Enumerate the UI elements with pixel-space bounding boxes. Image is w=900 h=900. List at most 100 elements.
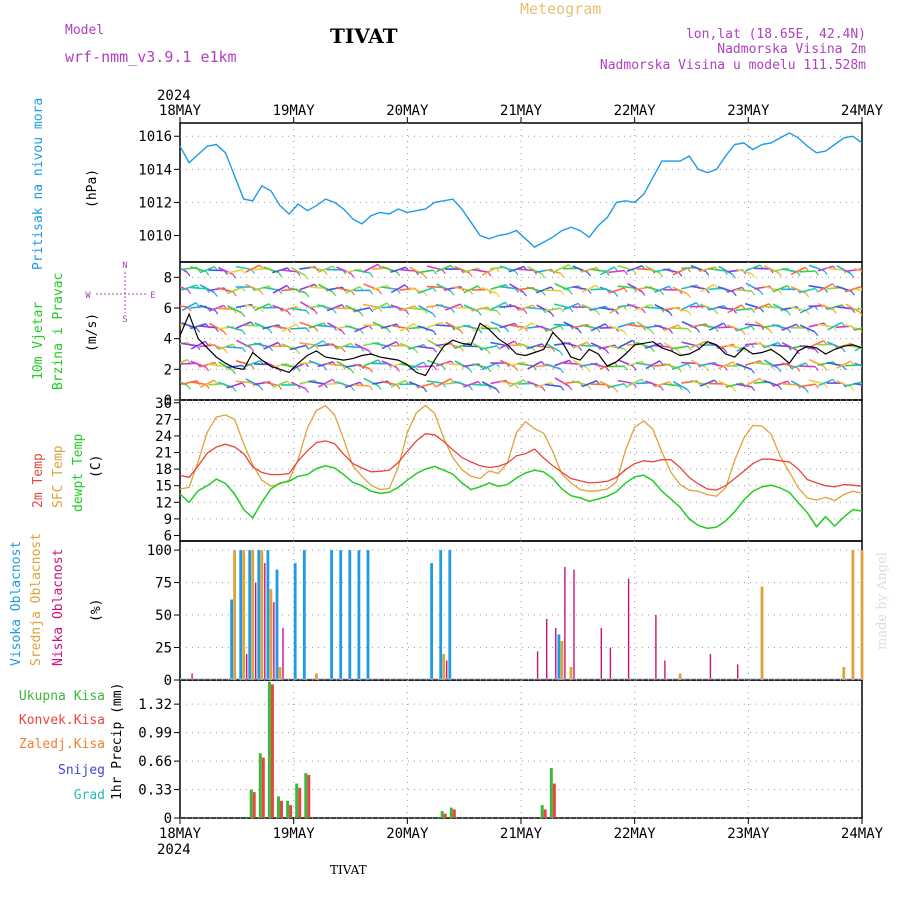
wind-barb xyxy=(545,324,561,332)
x-tick-label-bottom: 21MAY xyxy=(500,826,543,842)
wind-barb xyxy=(426,321,443,329)
wind-barb xyxy=(527,360,543,370)
wind-barb xyxy=(199,284,215,294)
wind-barb xyxy=(408,343,425,350)
wind-barb xyxy=(544,268,561,274)
wind-barb xyxy=(518,322,533,332)
low-cloud-bar xyxy=(664,660,666,680)
wind-barb-tail xyxy=(796,384,801,390)
wind-barb-tail xyxy=(378,307,383,312)
wind-barb xyxy=(372,302,388,311)
wind-barb xyxy=(627,378,643,387)
wind-barb xyxy=(390,284,406,294)
wind-barb-tail xyxy=(705,271,710,276)
y-tick-label: 0 xyxy=(164,811,172,827)
wind-barb xyxy=(836,265,852,275)
wind-barb-tail xyxy=(614,309,619,315)
wind-barb-tail xyxy=(369,307,374,313)
wind-barb-tail xyxy=(433,365,437,371)
wind-barb xyxy=(790,266,806,276)
wind-barb-tail xyxy=(750,368,755,374)
wind-barb xyxy=(627,282,643,293)
wind-barb xyxy=(417,382,434,389)
wind-barb-tail xyxy=(369,289,374,295)
wind-barb xyxy=(699,361,716,367)
wind-barb xyxy=(835,305,852,310)
wind-barb xyxy=(754,303,770,311)
wind-barb xyxy=(817,378,834,387)
wind-barb xyxy=(799,305,816,314)
wind-barb xyxy=(308,322,325,329)
wind-barb xyxy=(299,283,316,291)
wind-barb xyxy=(672,380,688,391)
high-cloud-bar xyxy=(339,550,343,680)
year-top: 2024 xyxy=(157,88,191,104)
wind-barb xyxy=(554,377,570,387)
y-tick-label: 27 xyxy=(155,412,172,428)
wind-barb xyxy=(781,268,798,273)
mid-cloud-bar xyxy=(842,667,846,680)
wind-barb xyxy=(208,363,225,368)
mid-cloud-bar xyxy=(278,667,282,680)
wind-barb-tail xyxy=(659,272,664,278)
low-cloud-bar xyxy=(282,628,284,680)
wind-barb-tail xyxy=(214,327,219,332)
wind-barb xyxy=(499,285,516,290)
wind-barb xyxy=(544,363,561,370)
wind-barb-tail xyxy=(187,289,192,294)
wind-barb-tail xyxy=(551,347,556,353)
wind-barb xyxy=(644,306,661,310)
wind-barb xyxy=(563,285,579,290)
sfc-title: SFC Temp xyxy=(51,445,66,508)
wind-barb xyxy=(527,265,543,275)
wind-barb xyxy=(245,378,261,388)
wind-barb-tail xyxy=(768,329,773,334)
low-cloud-bar xyxy=(737,664,739,680)
wind-barb xyxy=(244,304,261,309)
model-label: Model xyxy=(65,23,104,38)
wind-barb xyxy=(845,285,861,293)
wind-barb-tail xyxy=(760,307,764,313)
wind-barb xyxy=(563,302,579,311)
wind-barb xyxy=(645,360,661,370)
wind-barb-tail xyxy=(751,308,756,313)
wind-barb-tail xyxy=(686,293,691,299)
convective-rain-bar xyxy=(443,813,447,818)
wind-barb-tail xyxy=(823,366,828,371)
wind-barb xyxy=(444,362,461,366)
wind-barb xyxy=(653,344,670,348)
wind-barb xyxy=(690,359,706,368)
wind-barb-tail xyxy=(750,325,755,331)
wind-barb xyxy=(418,304,433,315)
wind-barb xyxy=(299,342,316,346)
wind-barb xyxy=(663,268,680,274)
wind-barb xyxy=(290,287,307,294)
wind-barb xyxy=(190,323,207,330)
wind-barb xyxy=(744,360,761,366)
wind-barb-tail xyxy=(560,386,565,391)
y-tick-label: 50 xyxy=(155,608,172,624)
wind-barb xyxy=(253,342,270,348)
wind-barb-tail xyxy=(495,388,500,394)
wind-barb xyxy=(399,268,416,272)
wind-barb-tail xyxy=(196,345,201,351)
wind-barb xyxy=(536,304,552,314)
wind-barb-tail xyxy=(641,308,646,314)
wind-barb-tail xyxy=(195,302,200,308)
wind-barb xyxy=(781,382,798,386)
convective-rain-bar xyxy=(552,783,556,818)
wind-barb-tail xyxy=(732,273,736,279)
x-tick-label-top: 20MAY xyxy=(386,103,429,119)
wind-barb-tail xyxy=(632,383,637,388)
wind-barb xyxy=(745,377,761,387)
wind-barb-tail xyxy=(433,348,437,353)
wind-barb-tail xyxy=(650,347,655,353)
wind-barb xyxy=(245,359,261,368)
x-tick-label-bottom: 24MAY xyxy=(841,826,884,842)
panel-frame xyxy=(179,122,863,263)
wind-barb-tail xyxy=(532,322,536,328)
wind-barb-tail xyxy=(241,286,246,292)
wind-barb-tail xyxy=(687,363,692,369)
convective-rain-bar xyxy=(543,809,547,818)
